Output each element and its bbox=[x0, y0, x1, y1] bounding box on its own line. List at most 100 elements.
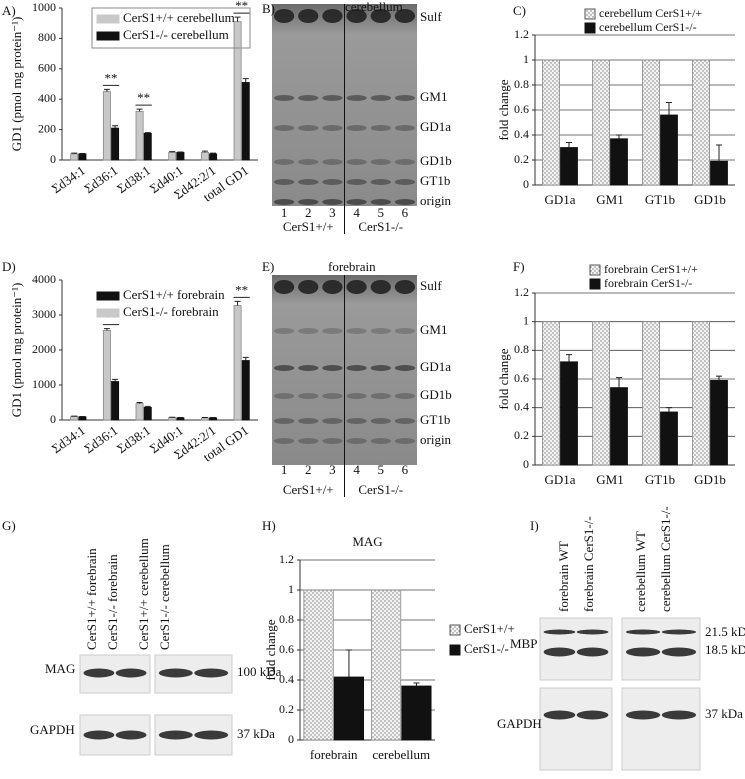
size-label: 21.5 kDa bbox=[705, 624, 745, 639]
x-tick-label: cerebellum bbox=[372, 747, 430, 762]
bar bbox=[370, 589, 402, 741]
bar bbox=[710, 160, 728, 186]
bar bbox=[135, 110, 144, 161]
gel-band bbox=[346, 418, 367, 424]
y-tick-label: 0.4 bbox=[514, 127, 529, 141]
error-bar bbox=[616, 134, 622, 139]
blot-band bbox=[625, 710, 661, 720]
gel-band bbox=[370, 159, 391, 165]
lane-label: cerebellum WT bbox=[633, 531, 648, 612]
bar bbox=[209, 153, 218, 161]
error-bar bbox=[234, 16, 241, 22]
error-bar bbox=[566, 354, 572, 362]
bar bbox=[560, 361, 578, 466]
error-bar bbox=[112, 125, 119, 129]
bar bbox=[233, 21, 242, 161]
legend-box bbox=[91, 7, 251, 49]
legend-swatch bbox=[96, 14, 120, 24]
band-label: GT1b bbox=[420, 173, 450, 188]
gel-band bbox=[346, 365, 367, 371]
y-tick-label: 1 bbox=[523, 313, 529, 327]
error-bar bbox=[112, 378, 119, 382]
bar bbox=[102, 91, 111, 161]
legend-swatch bbox=[584, 22, 596, 34]
error-bar bbox=[716, 144, 722, 162]
band-label: Sulf bbox=[420, 278, 442, 293]
gel-band bbox=[322, 438, 343, 444]
bar bbox=[592, 59, 610, 186]
bar bbox=[70, 153, 79, 161]
gel-band bbox=[322, 9, 343, 23]
x-tick-label: Σd36:1 bbox=[81, 163, 120, 197]
row-label: GAPDH bbox=[497, 716, 542, 731]
legend-swatch bbox=[589, 264, 601, 276]
error-bar bbox=[144, 405, 151, 408]
row-label: MBP bbox=[510, 636, 537, 651]
gel-band bbox=[370, 328, 391, 334]
error-bar bbox=[234, 300, 241, 306]
error-bar bbox=[566, 142, 572, 148]
y-tick-label: 1 bbox=[523, 52, 529, 66]
blot-band bbox=[576, 647, 609, 657]
gel-band bbox=[273, 393, 295, 399]
bar bbox=[560, 147, 578, 186]
y-tick-label: 0.6 bbox=[514, 371, 529, 385]
lane-label: CerS1-/- cerebellum bbox=[157, 544, 172, 650]
error-bar bbox=[136, 108, 143, 112]
gel-band bbox=[346, 95, 367, 101]
band-label: GM1 bbox=[420, 322, 447, 337]
panel-label: H) bbox=[262, 518, 276, 533]
lane-number: 2 bbox=[305, 205, 312, 220]
gel-band bbox=[322, 179, 343, 185]
lane-number: 1 bbox=[281, 462, 288, 477]
y-tick-label: 1.2 bbox=[279, 552, 294, 566]
size-label: 18.5 kDa bbox=[705, 642, 745, 657]
y-axis-label: fold change bbox=[263, 619, 278, 680]
y-tick-label: 0.6 bbox=[279, 642, 294, 656]
gel-band bbox=[322, 393, 343, 399]
gel-band bbox=[298, 438, 319, 444]
gel-band bbox=[394, 365, 416, 371]
panel-label: B) bbox=[262, 1, 275, 16]
y-tick-label: 1000 bbox=[32, 377, 56, 391]
band-label: origin bbox=[420, 432, 452, 447]
legend-label: CerS1+/+ bbox=[464, 621, 515, 636]
bar bbox=[176, 417, 185, 421]
y-tick-label: 0.6 bbox=[514, 102, 529, 116]
gel-band bbox=[346, 393, 367, 399]
gel-band bbox=[273, 418, 295, 424]
gel-band bbox=[273, 179, 295, 185]
bar bbox=[135, 403, 144, 421]
blot-band bbox=[83, 668, 115, 678]
blot-band bbox=[661, 629, 697, 635]
gel-band bbox=[298, 179, 319, 185]
legend-swatch bbox=[589, 278, 601, 290]
y-tick-label: 0.8 bbox=[514, 342, 529, 356]
lane-number: 3 bbox=[329, 205, 336, 220]
y-tick-label: 0.8 bbox=[514, 77, 529, 91]
bar bbox=[168, 151, 177, 161]
error-bar bbox=[413, 682, 420, 686]
gel-band bbox=[322, 95, 343, 101]
gel-band bbox=[346, 328, 367, 334]
y-tick-label: 600 bbox=[38, 61, 56, 75]
lane-number: 6 bbox=[402, 462, 409, 477]
lane-number: 3 bbox=[329, 462, 336, 477]
gel-band bbox=[346, 438, 367, 444]
gel-band bbox=[273, 95, 295, 101]
gel-band bbox=[273, 199, 295, 205]
y-axis-label: GD1 (pmol mg protein⁻¹) bbox=[9, 283, 24, 418]
error-bar bbox=[144, 132, 151, 134]
gel-band bbox=[394, 9, 416, 23]
legend-label: CerS1-/- bbox=[464, 641, 509, 656]
gel-band bbox=[394, 328, 416, 334]
gel-band bbox=[322, 159, 343, 165]
x-tick-label: forebrain bbox=[310, 747, 358, 762]
lane-number: 1 bbox=[281, 205, 288, 220]
y-tick-label: 0 bbox=[523, 457, 529, 471]
gel-band bbox=[298, 9, 319, 23]
gel-band bbox=[370, 418, 391, 424]
gel-band bbox=[273, 9, 295, 23]
lane-number: 6 bbox=[402, 205, 409, 220]
